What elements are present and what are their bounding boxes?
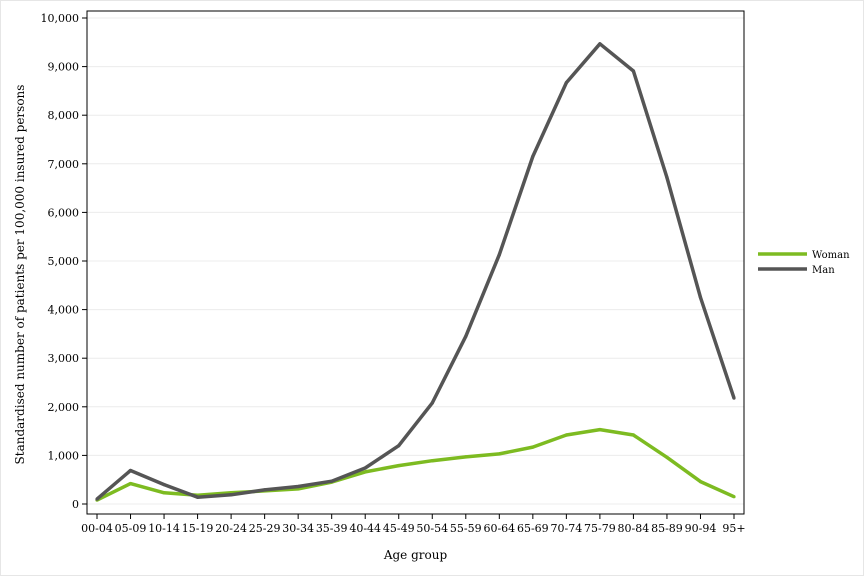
data-point-man [631,69,636,73]
data-point-man [363,466,367,470]
x-tick-label: 95+ [722,522,745,535]
x-tick-label: 60-64 [483,522,515,535]
data-point-man [397,444,401,448]
plot-area [86,10,745,515]
data-point-woman [698,480,703,484]
y-tick-label: 2,000 [48,401,80,414]
x-tick-label: 30-34 [282,522,314,535]
data-point-woman [128,482,133,486]
x-tick-label: 20-24 [215,522,247,535]
y-tick-label: 5,000 [48,255,80,268]
legend-label-woman: Woman [812,250,850,261]
gridlines [87,17,744,505]
y-tick-label: 9,000 [48,61,80,74]
data-point-man [564,81,569,85]
data-point-man [430,401,434,405]
data-point-woman [631,433,636,437]
data-point-woman [430,459,434,463]
data-point-woman [162,491,166,495]
data-point-man [263,488,267,492]
data-point-man [698,295,703,300]
y-axis-title: Standardised number of patients per 100,… [13,85,27,465]
x-tick-label: 05-09 [115,522,147,535]
data-point-man [598,42,602,46]
data-point-man [330,479,334,483]
data-point-woman [464,455,468,459]
x-tick-label: 00-04 [81,522,113,535]
data-point-woman [564,433,569,437]
data-point-man [296,484,300,489]
x-tick-label: 75-79 [584,522,616,535]
x-tick-label: 80-84 [618,522,650,535]
x-tick-label: 90-94 [685,522,717,535]
data-point-man [732,396,736,400]
data-point-man [229,493,233,497]
y-tick-label: 0 [72,498,79,511]
y-axis-title-group: Standardised number of patients per 100,… [13,85,27,465]
x-tick-label: 15-19 [182,522,214,535]
y-tick-label: 8,000 [48,109,80,122]
data-point-man [128,468,133,473]
x-tick-label: 10-14 [148,522,180,535]
series-line-man [95,42,736,501]
y-tick-label: 3,000 [48,352,80,365]
series-line-woman [96,427,735,502]
legend-label-man: Man [812,265,835,276]
data-point-man [196,495,200,499]
data-point-woman [397,464,401,468]
data-point-man [665,175,669,179]
x-tick-label: 45-49 [383,522,415,535]
x-tick-label: 25-29 [249,522,281,535]
legend: Woman Man [758,250,850,276]
data-point-man [497,253,501,257]
y-tick-label: 7,000 [48,158,80,171]
y-tick-label: 10,000 [41,12,80,25]
y-tick-label: 6,000 [48,206,80,219]
data-point-woman [531,445,535,449]
data-point-man [531,154,535,159]
data-point-man [464,334,468,338]
data-point-woman [497,452,501,456]
data-point-woman [598,428,602,432]
data-point-man [95,497,99,501]
data-point-woman [363,470,367,474]
x-axis-title: Age group [383,548,448,562]
data-point-woman [732,495,736,499]
data-point-woman [665,455,669,459]
x-tick-label: 65-69 [517,522,549,535]
x-tick-label: 50-54 [416,522,448,535]
x-tick-label: 85-89 [651,522,683,535]
y-tick-label: 4,000 [48,304,80,317]
series-lines [95,42,736,502]
x-tick-label: 55-59 [450,522,482,535]
axis-ticks: 0 1,000 2,000 3,000 4,000 5,000 6,000 7,000 8,00… [41,12,746,535]
x-tick-label: 70-74 [551,522,583,535]
x-tick-label: 40-44 [349,522,381,535]
y-tick-label: 1,000 [48,449,80,462]
data-point-man [162,483,166,487]
x-tick-label: 35-39 [316,522,348,535]
